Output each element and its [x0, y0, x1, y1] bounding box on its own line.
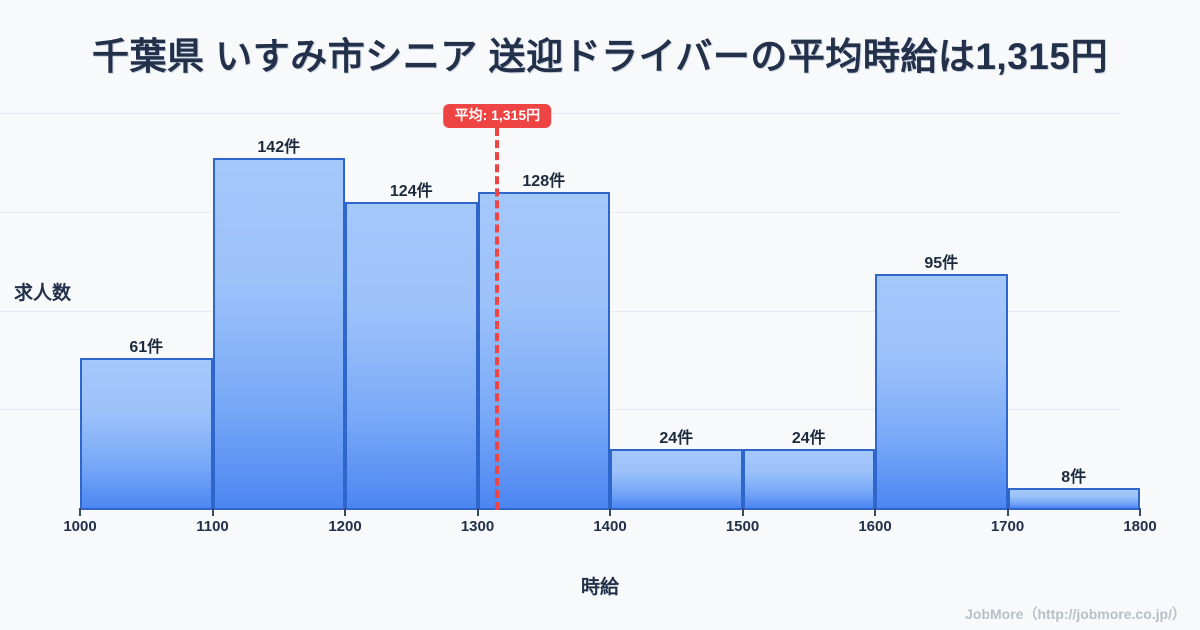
x-tick-mark	[344, 508, 346, 516]
x-tick-label: 1800	[1123, 518, 1157, 535]
x-tick-mark	[874, 508, 876, 516]
average-badge: 平均: 1,315円	[443, 104, 552, 129]
x-axis-title: 時給	[580, 577, 619, 598]
x-tick-mark	[79, 508, 81, 516]
bar-value-label: 95件	[924, 254, 959, 272]
page-title: 千葉県 いすみ市シニア 送迎ドライバーの平均時給は1,315円	[92, 36, 1108, 77]
bar[interactable]	[212, 157, 345, 508]
x-tick-mark	[476, 508, 479, 516]
bar[interactable]	[610, 448, 743, 508]
x-tick-label: 1600	[858, 518, 892, 535]
bar[interactable]	[80, 357, 213, 508]
plot-area	[0, 74, 1140, 508]
x-tick-label: 1700	[990, 518, 1025, 535]
bar[interactable]	[1007, 488, 1140, 508]
bar-value-label: 8件	[1061, 469, 1087, 487]
x-tick-label: 1200	[328, 518, 362, 535]
x-tick-label: 1100	[196, 518, 229, 535]
bar-value-label: 142件	[257, 138, 301, 156]
x-tick-label: 1400	[593, 518, 627, 535]
x-tick-mark	[1139, 508, 1141, 516]
y-axis-title: 求人数	[14, 283, 72, 304]
x-tick-label: 1500	[725, 518, 760, 535]
bar[interactable]	[345, 202, 478, 508]
x-tick-mark	[1006, 508, 1009, 516]
bar[interactable]	[477, 192, 610, 508]
bar-value-label: 24件	[791, 429, 826, 447]
bar-value-label: 128件	[522, 173, 566, 191]
x-tick-mark	[741, 508, 744, 516]
bar[interactable]	[742, 448, 875, 508]
bar[interactable]	[875, 273, 1008, 508]
bar-value-label: 24件	[659, 429, 694, 447]
x-tick-label: 1300	[460, 518, 495, 535]
bar-value-label: 61件	[129, 338, 164, 356]
average-line	[495, 128, 500, 510]
bar-value-label: 124件	[389, 183, 433, 201]
x-tick-mark	[211, 508, 214, 516]
footer-credit: JobMore（http://jobmore.co.jp/）	[965, 606, 1186, 622]
gridline	[0, 113, 1120, 115]
x-tick-mark	[609, 508, 611, 516]
x-tick-label: 1000	[63, 518, 97, 535]
